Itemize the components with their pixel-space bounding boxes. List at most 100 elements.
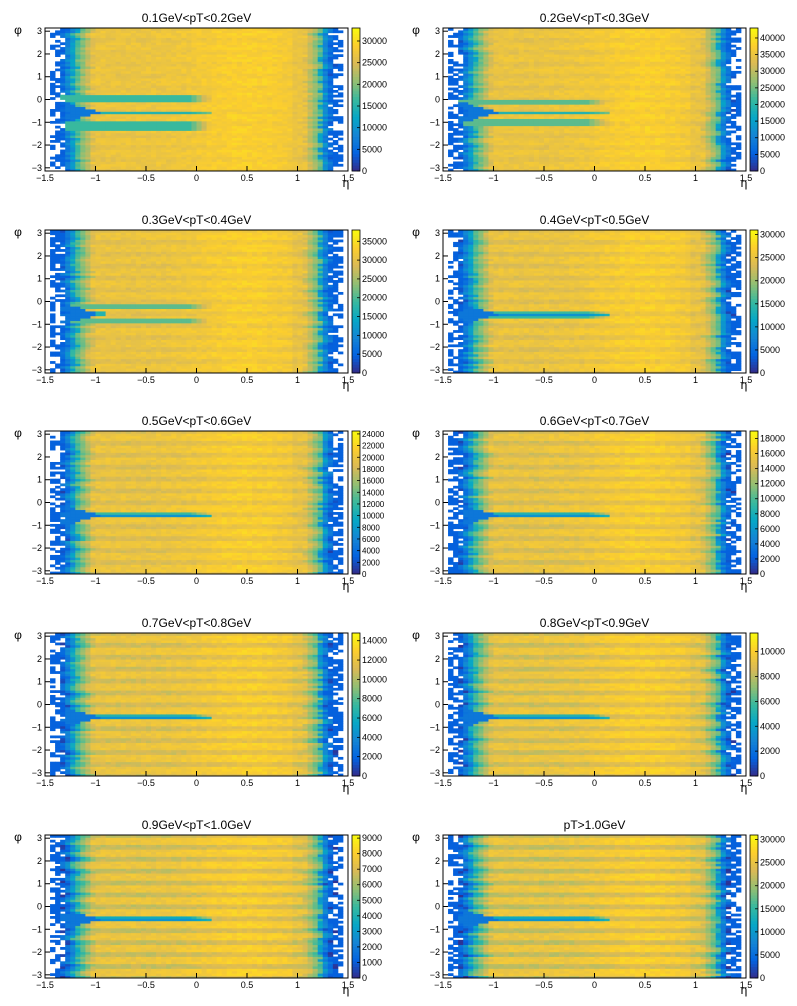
heatmap-cell [186,49,191,52]
heatmap-cell [106,80,111,83]
heatmap-cell [75,52,80,55]
heatmap-cell [499,130,504,133]
heatmap-cell [161,71,166,74]
heatmap-cell [106,147,111,150]
heatmap-cell [116,135,121,138]
heatmap-cell [483,61,488,64]
heatmap-cell [156,73,161,76]
heatmap-cell [554,126,559,129]
heatmap-cell [539,40,544,43]
heatmap-cell [478,135,483,138]
heatmap-cell [156,157,161,160]
heatmap-cell [282,80,287,83]
heatmap-cell [227,45,232,48]
heatmap-cell [519,166,524,169]
heatmap-cell [202,38,207,41]
heatmap-cell [448,140,453,143]
heatmap-cell [579,61,584,64]
heatmap-cell [207,104,212,107]
heatmap-cell [232,159,237,162]
heatmap-cell [308,140,313,143]
heatmap-cell [298,116,303,119]
heatmap-cell [247,161,252,164]
heatmap-cell [161,154,166,157]
heatmap-cell [544,92,549,95]
heatmap-cell [212,128,217,131]
heatmap-cell [85,147,90,150]
heatmap-cell [101,59,106,62]
heatmap-cell [257,35,262,38]
heatmap-cell [303,59,308,62]
heatmap-cell [272,59,277,62]
heatmap-cell [262,138,267,141]
heatmap-cell [136,90,141,93]
heatmap-cell [298,64,303,67]
heatmap-cell [308,123,313,126]
heatmap-cell [121,157,126,160]
heatmap-cell [488,71,493,74]
heatmap-cell [106,33,111,36]
heatmap-cell [298,140,303,143]
heatmap-cell [237,152,242,155]
heatmap-cell [488,159,493,162]
heatmap-cell [136,111,141,114]
heatmap-cell [60,150,65,153]
heatmap-cell [338,164,343,167]
heatmap-cell [458,92,463,95]
heatmap-cell [90,116,95,119]
heatmap-cell [101,121,106,124]
heatmap-cell [509,166,514,169]
heatmap-cell [257,142,262,145]
heatmap-cell [483,47,488,50]
heatmap-cell [483,116,488,119]
heatmap-cell [483,130,488,133]
heatmap-cell [529,164,534,167]
heatmap-cell [282,111,287,114]
heatmap-cell [121,123,126,126]
heatmap-cell [121,92,126,95]
heatmap-cell [106,38,111,41]
heatmap-cell [519,116,524,119]
heatmap-cell [232,69,237,72]
heatmap-cell [242,111,247,114]
heatmap-cell [488,59,493,62]
heatmap-cell [292,95,297,98]
heatmap-cell [156,33,161,36]
heatmap-cell [569,159,574,162]
heatmap-cell [574,45,579,48]
heatmap-cell [106,100,111,103]
heatmap-cell [136,54,141,57]
heatmap-cell [549,111,554,114]
heatmap-cell [303,135,308,138]
heatmap-cell [328,157,333,160]
heatmap-cell [333,42,338,45]
heatmap-cell [222,76,227,79]
heatmap-cell [504,30,509,33]
heatmap-cell [106,154,111,157]
heatmap-cell [298,152,303,155]
heatmap-cell [232,114,237,117]
heatmap-cell [252,107,257,110]
heatmap-cell [85,59,90,62]
heatmap-cell [257,85,262,88]
heatmap-cell [509,73,514,76]
heatmap-cell [181,142,186,145]
heatmap-cell [166,159,171,162]
heatmap-cell [509,52,514,55]
heatmap-cell [176,100,181,103]
heatmap-cell [202,57,207,60]
heatmap-cell [323,135,328,138]
heatmap-cell [65,119,70,122]
heatmap-cell [473,119,478,122]
heatmap-cell [166,157,171,160]
heatmap-cell [534,69,539,72]
heatmap-cell [85,157,90,160]
heatmap-cell [207,54,212,57]
heatmap-cell [156,49,161,52]
color-bar-segment [352,122,360,125]
heatmap-cell [298,69,303,72]
heatmap-cell [463,116,468,119]
heatmap-cell [252,159,257,162]
heatmap-cell [267,30,272,33]
heatmap-cell [514,80,519,83]
